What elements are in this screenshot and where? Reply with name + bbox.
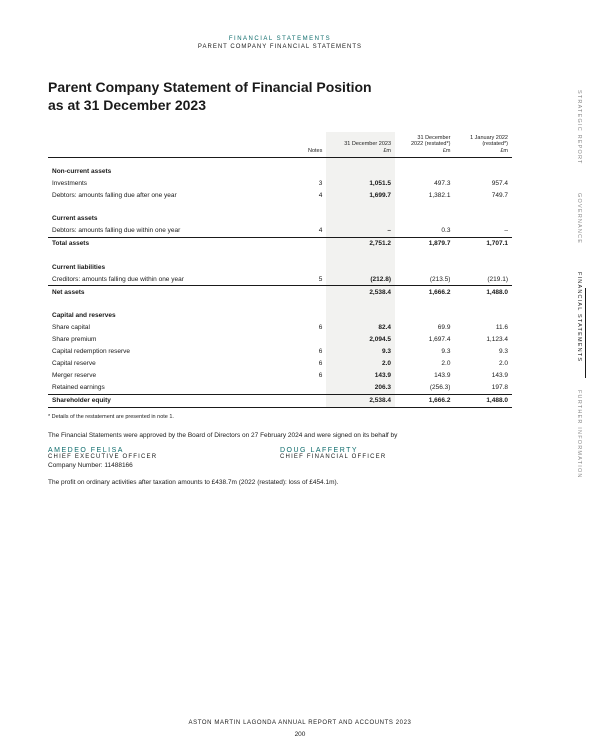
footnote: * Details of the restatement are present… [48,414,512,420]
header-category: FINANCIAL STATEMENTS [48,36,512,42]
signer-1-title: CHIEF EXECUTIVE OFFICER [48,454,280,460]
row-net-assets: Net assets [48,286,289,299]
col-blank [48,132,289,157]
signer-1-name: AMEDEO FELISA [48,447,280,454]
title-line-2: as at 31 December 2023 [48,97,206,113]
tab-further[interactable]: FURTHER INFORMATION [576,390,582,479]
row-deb2: Debtors: amounts falling due within one … [48,225,289,238]
row-total-assets: Total assets [48,237,289,250]
row-cr-h: Capital and reserves [48,298,289,322]
row-inv: Investments [48,177,289,189]
row-nca: Non-current assets [48,157,289,177]
col-2023: 31 December 2023£m [326,132,395,157]
col-2022: 31 December2022 (restated*)£m [395,132,454,157]
signer-2-title: CHIEF FINANCIAL OFFICER [280,454,512,460]
header-section: PARENT COMPANY FINANCIAL STATEMENTS [48,44,512,50]
footer-text: ASTON MARTIN LAGONDA ANNUAL REPORT AND A… [20,720,580,726]
row-se: Shareholder equity [48,394,289,407]
row-cred: Creditors: amounts falling due within on… [48,273,289,286]
approval-text: The Financial Statements were approved b… [48,432,512,439]
financial-table: Notes 31 December 2023£m 31 December2022… [48,132,512,407]
signer-1: AMEDEO FELISA CHIEF EXECUTIVE OFFICER [48,447,280,460]
row-cl: Current liabilities [48,250,289,274]
col-notes: Notes [289,132,326,157]
col-2022jan: 1 January 2022(restated*)£m [454,132,512,157]
title-line-1: Parent Company Statement of Financial Po… [48,79,372,95]
row-sp: Share premium [48,334,289,346]
company-number: Company Number: 11488166 [48,462,512,469]
row-mr: Merger reserve [48,370,289,382]
page-title: Parent Company Statement of Financial Po… [48,78,512,114]
tab-strategic[interactable]: STRATEGIC REPORT [576,90,582,165]
row-re: Retained earnings [48,382,289,395]
profit-note: The profit on ordinary activities after … [48,479,512,486]
tab-indicator [585,288,586,378]
row-crr: Capital redemption reserve [48,346,289,358]
page-number: 200 [20,731,580,738]
signer-2-name: DOUG LAFFERTY [280,447,512,454]
row-deb1: Debtors: amounts falling due after one y… [48,189,289,201]
row-cr: Capital reserve [48,358,289,370]
row-sc: Share capital [48,322,289,334]
signer-2: DOUG LAFFERTY CHIEF FINANCIAL OFFICER [280,447,512,460]
tab-governance[interactable]: GOVERNANCE [576,193,582,244]
tab-financial[interactable]: FINANCIAL STATEMENTS [576,272,582,362]
side-tabs: STRATEGIC REPORT GOVERNANCE FINANCIAL ST… [576,90,590,507]
row-ca: Current assets [48,201,289,225]
